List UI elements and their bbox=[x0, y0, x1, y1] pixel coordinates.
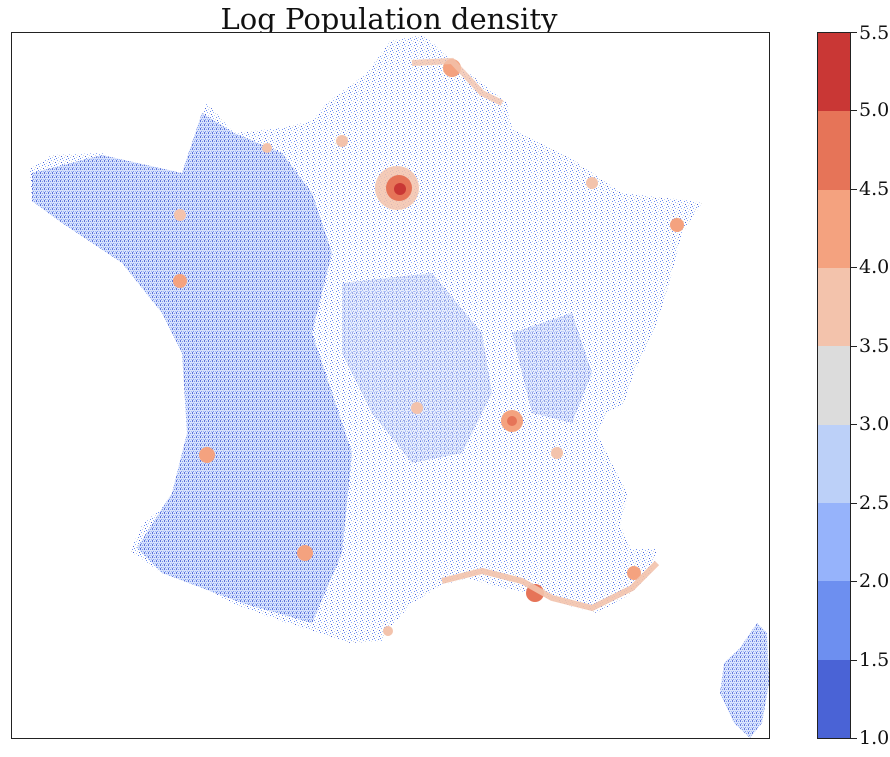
lyon-core bbox=[507, 416, 517, 426]
rennes-hotspot bbox=[174, 209, 186, 221]
nantes-hotspot bbox=[173, 274, 187, 288]
grenoble-hotspot bbox=[551, 447, 563, 459]
colorbar-band bbox=[818, 189, 850, 268]
colorbar bbox=[817, 32, 851, 739]
colorbar-tick-label: 4.0 bbox=[859, 256, 890, 279]
metz-hotspot bbox=[586, 177, 598, 189]
colorbar-band bbox=[818, 268, 850, 347]
colorbar-tick bbox=[851, 581, 857, 583]
colorbar-tick bbox=[851, 188, 857, 190]
toulouse-hotspot bbox=[297, 545, 313, 561]
colorbar-tick-label: 2.0 bbox=[859, 570, 890, 593]
colorbar-tick bbox=[851, 502, 857, 504]
colorbar-tick bbox=[851, 738, 857, 739]
clermont-hotspot bbox=[411, 402, 423, 414]
colorbar-band bbox=[818, 33, 850, 112]
colorbar-band bbox=[818, 424, 850, 503]
colorbar-tick bbox=[851, 32, 857, 33]
colorbar-tick bbox=[851, 659, 857, 661]
colorbar-tick bbox=[851, 110, 857, 112]
colorbar-tick-label: 5.0 bbox=[859, 99, 890, 122]
rouen-hotspot bbox=[336, 135, 348, 147]
colorbar-tick-label: 3.5 bbox=[859, 334, 890, 357]
colorbar-band bbox=[818, 111, 850, 190]
caen-hotspot bbox=[262, 143, 272, 153]
colorbar-tick bbox=[851, 267, 857, 269]
central-dense-region bbox=[342, 273, 492, 463]
perpignan-hotspot bbox=[383, 626, 393, 636]
colorbar-tick-label: 3.0 bbox=[859, 413, 890, 436]
colorbar-band bbox=[818, 581, 850, 660]
map-panel bbox=[11, 32, 770, 739]
strasbourg-hotspot bbox=[670, 218, 684, 232]
colorbar-tick-label: 1.5 bbox=[859, 648, 890, 671]
colorbar-band bbox=[818, 503, 850, 582]
bordeaux-hotspot bbox=[199, 447, 215, 463]
east-dense-region bbox=[512, 313, 592, 423]
paris-peak bbox=[394, 183, 406, 195]
chart-title: Log Population density bbox=[220, 2, 558, 36]
urban-hotspots bbox=[173, 59, 684, 636]
colorbar-band bbox=[818, 659, 850, 738]
nice-hotspot bbox=[627, 566, 641, 580]
colorbar-tick bbox=[851, 345, 857, 347]
coastal-urban-strip bbox=[411, 57, 660, 612]
colorbar-band bbox=[818, 346, 850, 425]
colorbar-tick bbox=[851, 424, 857, 426]
western-dense-region bbox=[32, 113, 352, 623]
corsica-shape bbox=[720, 623, 769, 738]
colorbar-tick-label: 2.5 bbox=[859, 491, 890, 514]
population-density-map bbox=[30, 35, 769, 738]
colorbar-tick-label: 4.5 bbox=[859, 177, 890, 200]
colorbar-tick-label: 5.5 bbox=[859, 22, 890, 44]
colorbar-tick-label: 1.0 bbox=[859, 727, 890, 749]
